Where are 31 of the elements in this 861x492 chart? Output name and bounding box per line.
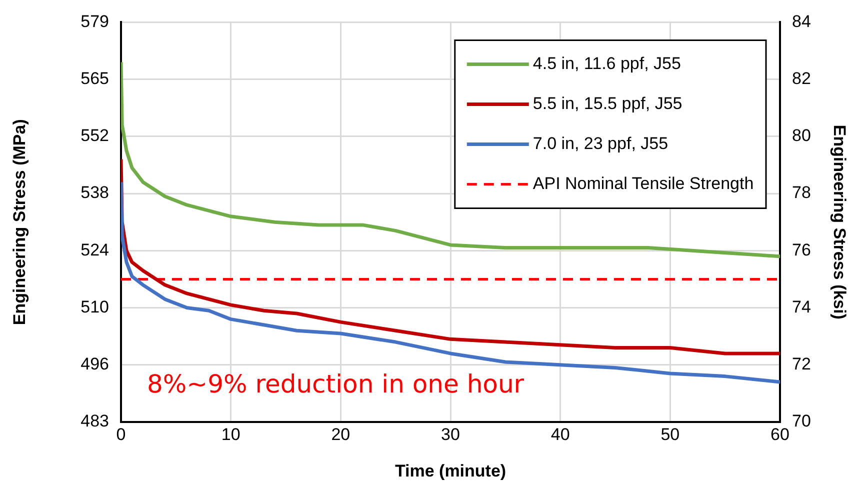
y-tick-label: 552 xyxy=(80,126,109,146)
x-tick-label: 0 xyxy=(116,424,126,444)
y-axis-title: Engineering Stress (MPa) xyxy=(10,119,29,326)
y-tick-label: 483 xyxy=(80,412,109,431)
legend-label: 4.5 in, 11.6 ppf, J55 xyxy=(532,54,681,73)
y2-tick-label: 76 xyxy=(792,240,811,260)
x-tick-label: 10 xyxy=(221,424,240,444)
x-tick-label: 30 xyxy=(441,424,460,444)
x-tick-label: 60 xyxy=(770,424,790,444)
y2-tick-label: 80 xyxy=(792,126,811,146)
x-axis-title: Time (minute) xyxy=(394,461,506,480)
y2-tick-label: 82 xyxy=(792,69,811,88)
y2-axis-title: Engineering Stress (ksi) xyxy=(830,124,850,320)
y-tick-label: 510 xyxy=(80,297,109,316)
y-tick-label: 565 xyxy=(80,69,109,88)
y-tick-label: 579 xyxy=(80,12,109,31)
y2-tick-label: 74 xyxy=(792,297,811,316)
legend-label: API Nominal Tensile Strength xyxy=(532,174,754,193)
y2-tick-label: 70 xyxy=(792,412,811,431)
y2-tick-label: 78 xyxy=(792,183,811,202)
y-tick-label: 524 xyxy=(80,240,109,260)
y2-tick-label: 84 xyxy=(792,12,811,31)
legend-label: 7.0 in, 23 ppf, J55 xyxy=(532,134,668,153)
x-tick-label: 50 xyxy=(660,424,680,444)
x-tick-label: 40 xyxy=(550,424,570,444)
y-tick-label: 538 xyxy=(80,183,109,202)
x-tick-label: 20 xyxy=(331,424,350,444)
legend-label: 5.5 in, 15.5 ppf, J55 xyxy=(532,94,682,113)
y2-tick-label: 72 xyxy=(792,354,811,374)
annotation: 8%~9% reduction in one hour xyxy=(147,370,525,398)
y-tick-label: 496 xyxy=(80,354,109,374)
